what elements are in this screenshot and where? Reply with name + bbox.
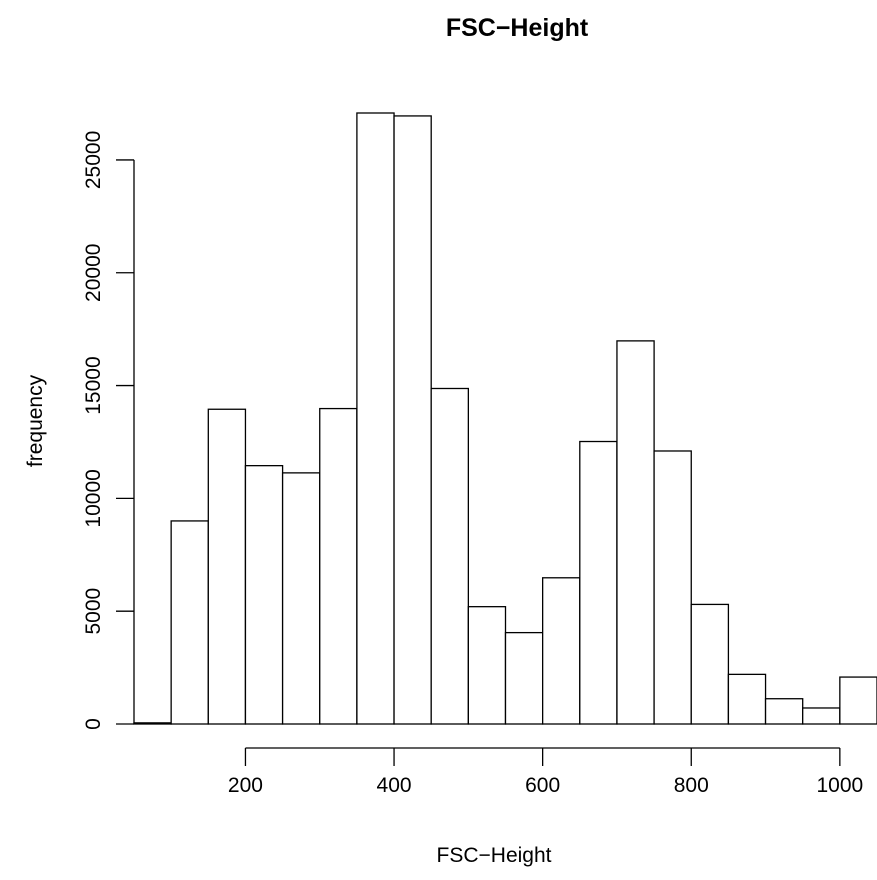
x-tick-label: 1000 [816,774,863,797]
histogram-bar [207,408,247,725]
histogram-bar [653,450,692,725]
y-tick-label: 15000 [82,356,105,414]
chart-title: FSC−Height [446,14,589,42]
histogram-bar [579,440,618,725]
histogram-bar [244,465,284,725]
y-axis: 0 5000 10000 15000 20000 25000 [82,131,135,730]
y-tick-label: 5000 [82,588,105,635]
y-tick-label: 0 [82,718,105,730]
y-tick-label: 25000 [82,131,105,189]
histogram-bar [430,387,470,725]
x-axis: 200 400 600 800 1000 [228,747,863,797]
x-tick-label: 800 [674,774,709,797]
y-tick-label: 10000 [82,469,105,527]
histogram-bar [764,698,804,725]
histogram-bar [393,115,432,725]
histogram-bar [839,676,877,725]
histogram-bar [467,606,507,725]
histogram-bar [542,577,581,725]
bars-group [133,112,877,725]
histogram-bar [727,673,767,725]
x-tick-label: 200 [228,774,263,797]
histogram-bar [319,407,358,725]
histogram-bar [504,631,544,725]
x-tick-label: 400 [377,774,412,797]
y-tick-label: 20000 [82,244,105,302]
y-axis-label: frequency [24,374,47,467]
histogram-bar [690,603,730,725]
x-tick-label: 600 [525,774,560,797]
histogram-bar [281,472,321,725]
histogram-bar [616,340,655,725]
histogram-bar [802,707,841,725]
histogram-bar [133,722,172,725]
x-axis-label: FSC−Height [437,844,552,867]
histogram-bar [170,520,209,725]
histogram-bar [356,112,395,725]
